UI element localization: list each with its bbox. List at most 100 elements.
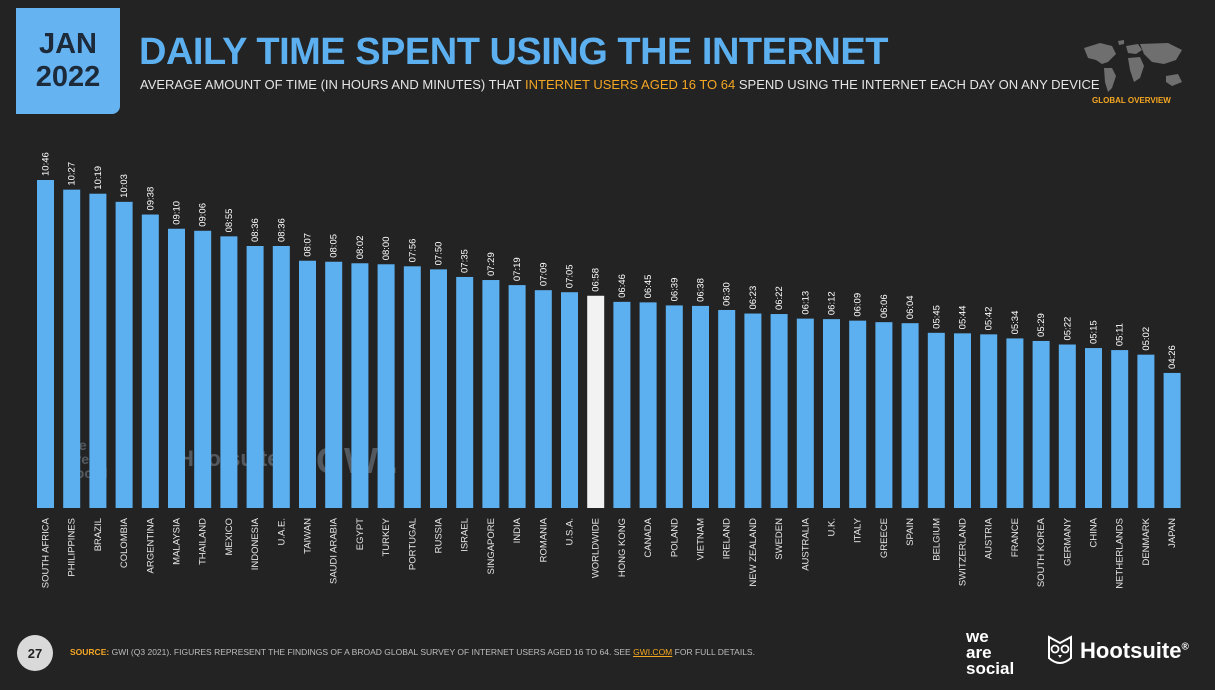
badge-year: 2022	[35, 61, 101, 93]
logo-social: social	[966, 659, 1015, 678]
category-label-australia: AUSTRALIA	[800, 517, 811, 570]
category-label-israel: ISRAEL	[460, 518, 471, 552]
category-label-u-s-a: U.S.A.	[565, 518, 576, 545]
bar-singapore	[482, 280, 500, 508]
value-label-france: 05:34	[1010, 311, 1021, 335]
value-label-thailand: 09:06	[198, 203, 209, 227]
source-note: SOURCE: GWI (Q3 2021). FIGURES REPRESENT…	[70, 647, 755, 657]
bar-hong-kong	[613, 301, 631, 508]
category-label-austria: AUSTRIA	[984, 517, 995, 559]
category-label-new-zealand: NEW ZEALAND	[748, 518, 759, 587]
badge-month: JAN	[38, 28, 97, 60]
category-label-malaysia: MALAYSIA	[172, 517, 183, 564]
bar-sweden	[770, 314, 788, 508]
value-label-greece: 06:06	[879, 294, 890, 318]
subtitle-part2: SPEND USING THE INTERNET EACH DAY ON ANY…	[738, 77, 1100, 92]
bar-portugal	[403, 266, 421, 508]
category-label-worldwide: WORLDWIDE	[591, 518, 602, 578]
category-label-netherlands: NETHERLANDS	[1115, 518, 1126, 589]
bar-turkey	[377, 264, 395, 508]
value-label-philippines: 10:27	[67, 162, 78, 186]
value-label-south-korea: 05:29	[1036, 313, 1047, 337]
we-are-social-logo: we are social	[966, 628, 1015, 678]
page-number: 27	[17, 635, 53, 671]
category-label-spain: SPAIN	[905, 518, 916, 546]
bar-russia	[430, 269, 447, 508]
owl-icon	[1048, 635, 1072, 664]
value-label-japan: 04:26	[1167, 345, 1178, 369]
bar-switzerland	[954, 333, 971, 508]
category-label-hong-kong: HONG KONG	[617, 518, 628, 577]
value-label-malaysia: 09:10	[172, 201, 183, 225]
bar-belgium	[927, 332, 945, 508]
bar-brazil	[89, 193, 107, 508]
category-label-romania: ROMANIA	[538, 517, 549, 562]
bar-israel	[456, 276, 474, 508]
subtitle-part1: AVERAGE AMOUNT OF TIME (IN HOURS AND MIN…	[140, 77, 522, 92]
value-label-austria: 05:42	[984, 307, 995, 331]
value-label-new-zealand: 06:23	[748, 286, 759, 310]
category-label-sweden: SWEDEN	[774, 518, 785, 560]
bar-south-africa	[37, 180, 54, 508]
value-label-germany: 05:22	[1062, 317, 1073, 341]
bar-spain	[901, 323, 919, 508]
world-map-icon	[1084, 40, 1182, 92]
bar-u-s-a	[561, 292, 578, 508]
bar-austria	[980, 334, 998, 508]
category-label-turkey: TURKEY	[381, 517, 392, 556]
value-label-denmark: 05:02	[1141, 327, 1152, 351]
bar-germany	[1058, 344, 1076, 508]
bar-japan	[1163, 372, 1181, 508]
bar-india	[508, 285, 526, 508]
category-label-switzerland: SWITZERLAND	[958, 518, 969, 586]
value-label-u-a-e: 08:36	[276, 218, 287, 242]
hootsuite-name: Hootsuite®	[1080, 638, 1189, 663]
category-label-colombia: COLOMBIA	[119, 517, 130, 568]
bar-ireland	[718, 309, 736, 508]
category-label-ireland: IRELAND	[722, 518, 733, 559]
value-label-australia: 06:13	[800, 291, 811, 315]
value-label-u-s-a: 07:05	[565, 264, 576, 288]
value-label-indonesia: 08:36	[250, 218, 261, 242]
bar-philippines	[63, 189, 81, 508]
value-label-belgium: 05:45	[931, 305, 942, 329]
bar-italy	[849, 320, 867, 508]
value-label-switzerland: 05:44	[958, 306, 969, 330]
bar-romania	[534, 290, 552, 508]
value-label-singapore: 07:29	[486, 252, 497, 276]
source-link[interactable]: GWI.COM	[633, 647, 673, 657]
bar-vietnam	[692, 305, 709, 508]
value-label-ireland: 06:30	[722, 282, 733, 306]
category-label-thailand: THAILAND	[198, 518, 209, 565]
logo-are: are	[966, 643, 992, 662]
category-label-indonesia: INDONESIA	[250, 517, 261, 570]
bar-mexico	[220, 236, 238, 508]
value-label-hong-kong: 06:46	[617, 274, 628, 298]
bar-greece	[875, 322, 893, 508]
value-label-turkey: 08:00	[381, 237, 392, 261]
source-label: SOURCE:	[70, 647, 110, 657]
category-label-u-a-e: U.A.E.	[276, 518, 287, 545]
category-label-belgium: BELGIUM	[931, 518, 942, 561]
region-label: GLOBAL OVERVIEW	[1092, 96, 1171, 105]
value-label-argentina: 09:38	[145, 187, 156, 211]
bar-saudi-arabia	[325, 261, 343, 508]
value-label-india: 07:19	[512, 257, 523, 281]
value-label-romania: 07:09	[538, 262, 549, 286]
category-label-china: CHINA	[1089, 517, 1100, 547]
bar-u-a-e	[272, 246, 290, 508]
value-label-canada: 06:45	[643, 275, 654, 299]
category-label-france: FRANCE	[1010, 518, 1021, 557]
value-label-russia: 07:50	[434, 242, 445, 266]
bar-worldwide	[587, 295, 605, 508]
category-label-brazil: BRAZIL	[93, 518, 104, 551]
value-label-taiwan: 08:07	[303, 233, 314, 257]
category-label-singapore: SINGAPORE	[486, 518, 497, 575]
subtitle-highlight: INTERNET USERS AGED 16 TO 64	[525, 77, 736, 92]
value-label-brazil: 10:19	[93, 166, 104, 190]
value-label-worldwide: 06:58	[591, 268, 602, 292]
category-label-denmark: DENMARK	[1141, 517, 1152, 565]
bar-thailand	[194, 230, 212, 509]
bar-malaysia	[168, 228, 185, 508]
